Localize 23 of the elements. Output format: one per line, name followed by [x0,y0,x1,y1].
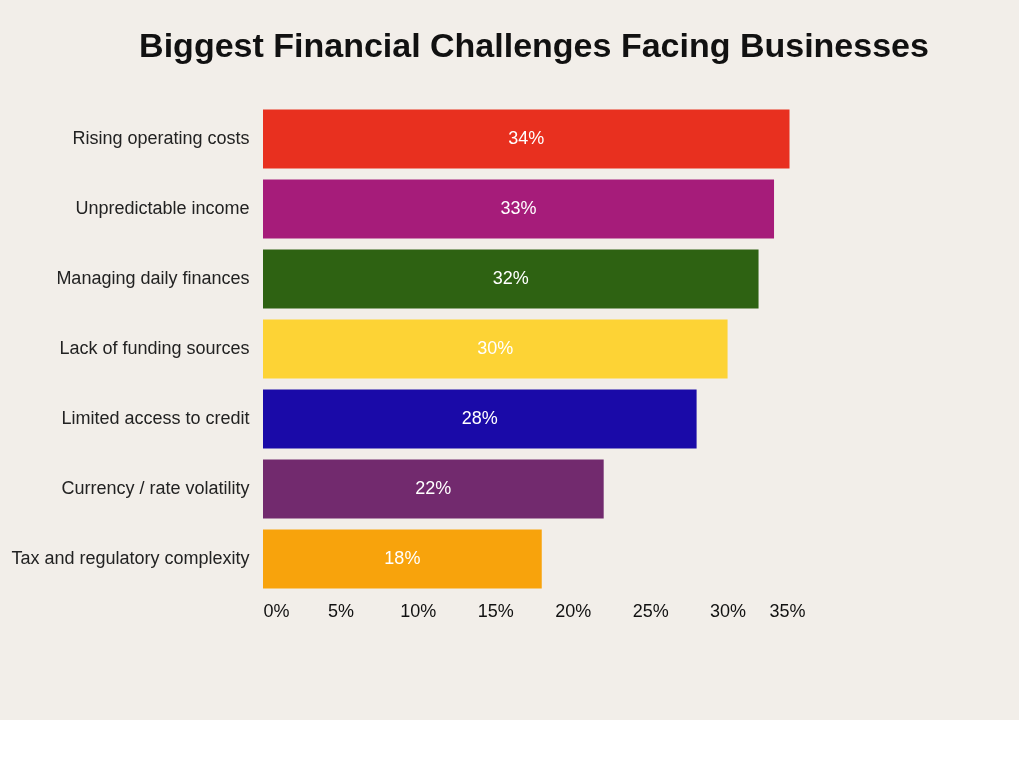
data-label: 32% [492,268,529,288]
y-tick-label: Unpredictable income [75,198,250,218]
data-label: 34% [508,128,545,148]
x-tick-label: 30% [710,600,747,621]
x-tick-label: 35% [769,600,806,621]
data-label: 22% [415,478,452,498]
data-label: 18% [384,548,421,568]
y-tick-label: Currency / rate volatility [61,478,250,498]
y-tick-label: Tax and regulatory complexity [11,548,250,568]
data-label: 28% [461,408,498,428]
data-label: 33% [500,198,537,218]
x-tick-label: 15% [477,600,514,621]
x-tick-label: 25% [632,600,669,621]
x-tick-label: 10% [400,600,437,621]
chart-title: Biggest Financial Challenges Facing Businesses [139,26,929,64]
x-tick-label: 0% [263,600,290,621]
x-tick-label: 20% [555,600,592,621]
y-tick-label: Rising operating costs [72,128,250,148]
y-tick-label: Managing daily finances [56,268,250,288]
data-label: 30% [477,338,514,358]
x-tick-label: 5% [327,600,354,621]
y-tick-label: Limited access to credit [61,408,250,428]
y-tick-label: Lack of funding sources [59,338,250,358]
